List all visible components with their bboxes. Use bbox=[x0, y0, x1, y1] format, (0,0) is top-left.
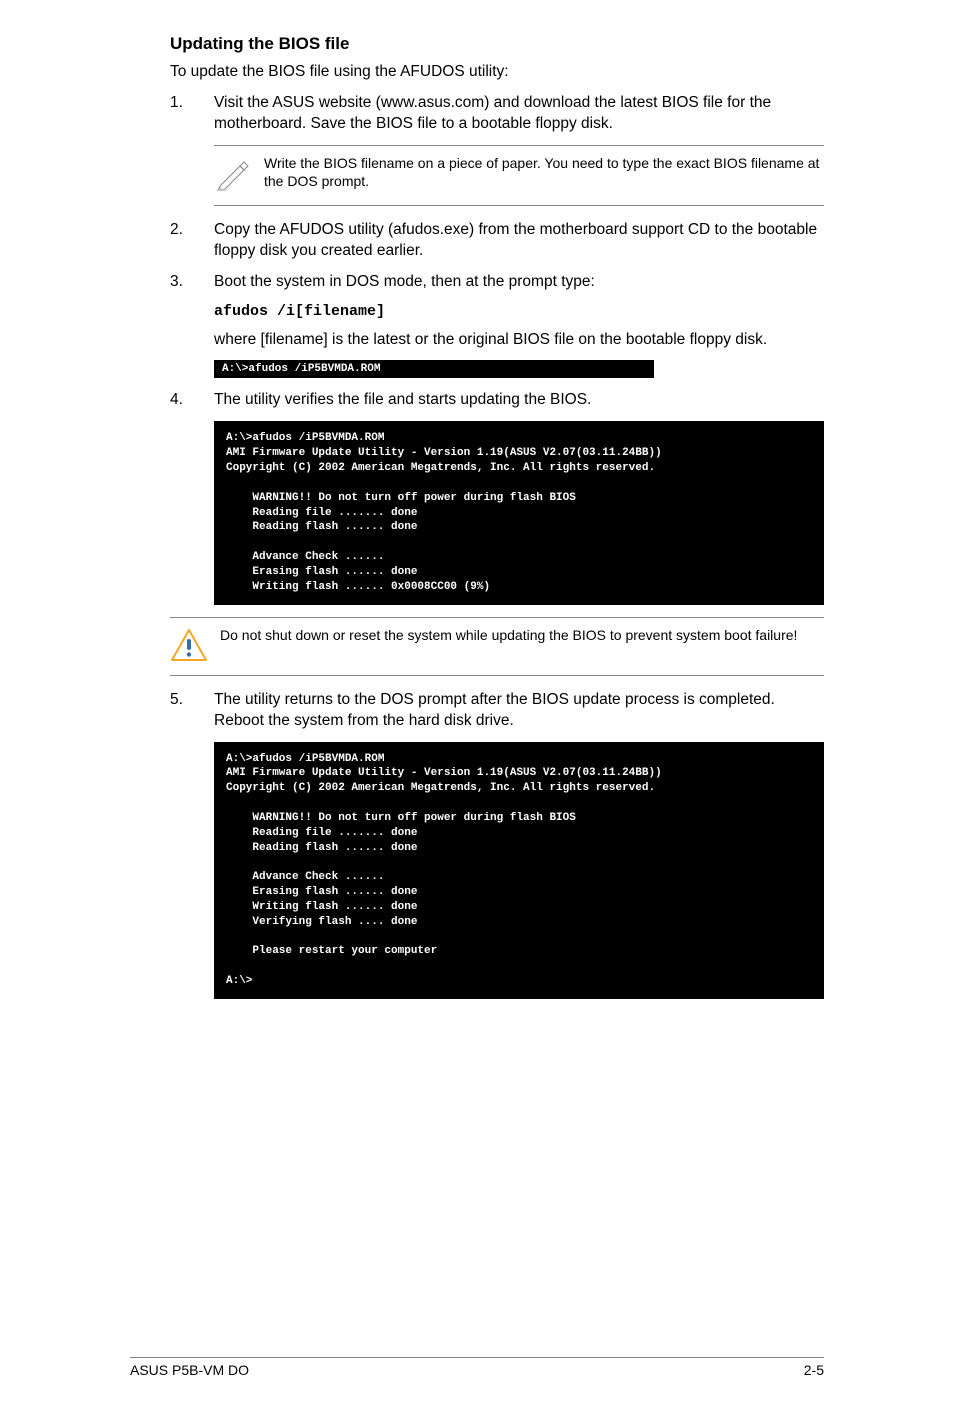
note-text: Write the BIOS filename on a piece of pa… bbox=[254, 154, 824, 190]
terminal-output-narrow: A:\>afudos /iP5BVMDA.ROM bbox=[214, 360, 654, 378]
step-text: The utility verifies the file and starts… bbox=[214, 390, 824, 411]
terminal-output-2: A:\>afudos /iP5BVMDA.ROM AMI Firmware Up… bbox=[214, 742, 824, 1000]
step-1: 1. Visit the ASUS website (www.asus.com)… bbox=[170, 93, 824, 135]
pencil-icon bbox=[214, 154, 254, 197]
terminal-output-1: A:\>afudos /iP5BVMDA.ROM AMI Firmware Up… bbox=[214, 421, 824, 604]
step-3: 3. Boot the system in DOS mode, then at … bbox=[170, 272, 824, 293]
step-number: 4. bbox=[170, 390, 214, 411]
step-text: Boot the system in DOS mode, then at the… bbox=[214, 272, 824, 293]
section-heading: Updating the BIOS file bbox=[170, 34, 824, 54]
footer-right: 2-5 bbox=[804, 1362, 824, 1378]
step-2: 2. Copy the AFUDOS utility (afudos.exe) … bbox=[170, 220, 824, 262]
intro-text: To update the BIOS file using the AFUDOS… bbox=[170, 62, 824, 83]
step-5: 5. The utility returns to the DOS prompt… bbox=[170, 690, 824, 732]
step-list: 1. Visit the ASUS website (www.asus.com)… bbox=[170, 93, 824, 135]
note-text: Do not shut down or reset the system whi… bbox=[210, 626, 824, 644]
step-number: 1. bbox=[170, 93, 214, 135]
step-text: The utility returns to the DOS prompt af… bbox=[214, 690, 824, 732]
warning-icon bbox=[170, 626, 210, 667]
footer-left: ASUS P5B-VM DO bbox=[130, 1362, 249, 1378]
step-number: 3. bbox=[170, 272, 214, 293]
step-3-after: where [filename] is the latest or the or… bbox=[214, 330, 824, 351]
step-4: 4. The utility verifies the file and sta… bbox=[170, 390, 824, 411]
step-text: Visit the ASUS website (www.asus.com) an… bbox=[214, 93, 824, 135]
step-text: Copy the AFUDOS utility (afudos.exe) fro… bbox=[214, 220, 824, 262]
command-line: afudos /i[filename] bbox=[214, 303, 824, 320]
note-warning: Do not shut down or reset the system whi… bbox=[170, 617, 824, 676]
page-footer: ASUS P5B-VM DO 2-5 bbox=[130, 1357, 824, 1378]
step-number: 5. bbox=[170, 690, 214, 732]
step-number: 2. bbox=[170, 220, 214, 262]
note-pencil: Write the BIOS filename on a piece of pa… bbox=[214, 145, 824, 206]
